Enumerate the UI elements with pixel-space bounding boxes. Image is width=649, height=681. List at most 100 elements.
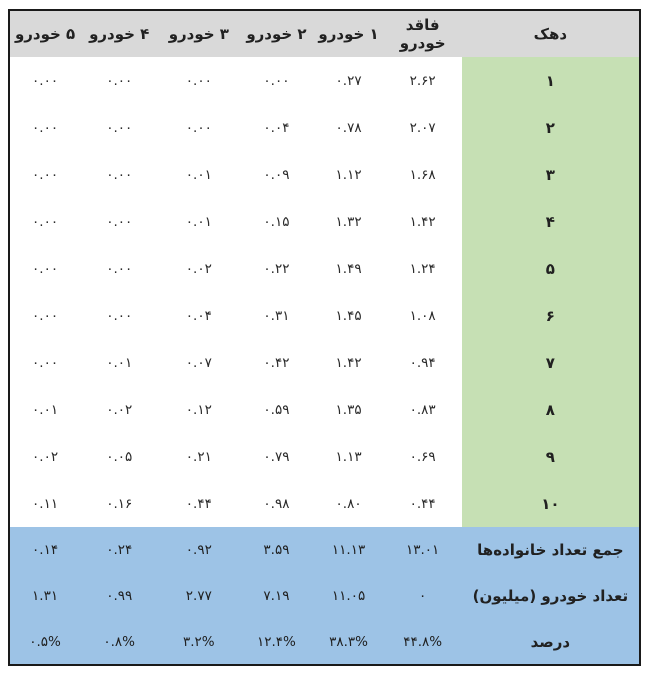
value-cell: ۰.۰۰ [32,72,59,89]
value-cell: ۱.۴۲ [335,354,362,371]
value-cell: ۰.۳۱ [263,307,290,324]
value-cell: ۰.۴۴ [185,495,212,512]
table-row-decile-۹: ۹ ۰.۶۹ ۱.۱۳ ۰.۷۹ ۰.۲۱ ۰.۰۵ ۰.۰۲ [9,433,640,480]
value-cell: ۰.۰۰ [106,307,133,324]
value-cell: ۰.۰۰ [32,166,59,183]
decile-cell: ۹ [461,433,640,480]
value-cell: ۰.۲۲ [263,260,290,277]
decile-cell: ۶ [461,292,640,339]
value-cell: ۱.۶۸ [409,166,436,183]
value-cell: ۰.۰۰ [32,119,59,136]
table-row-decile-۳: ۳ ۱.۶۸ ۱.۱۲ ۰.۰۹ ۰.۰۱ ۰.۰۰ ۰.۰۰ [9,151,640,198]
summary-row: درصد ۴۴.۸% ۳۸.۳% ۱۲.۴% ۳.۲% ۰.۸% ۰.۵% [9,619,640,665]
value-cell: ۱.۰۸ [409,307,436,324]
value-cell: ۲.۶۲ [409,72,436,89]
summary-value-cell: ۲.۷۷ [185,588,212,604]
summary-value-cell: ۰.۹۲ [185,542,212,558]
value-cell: ۱.۳۵ [335,401,362,418]
value-cell: ۱.۱۳ [335,448,362,465]
value-cell: ۰.۰۴ [185,307,212,324]
value-cell: ۰.۷۹ [263,448,290,465]
table-row-decile-۵: ۵ ۱.۲۴ ۱.۴۹ ۰.۲۲ ۰.۰۲ ۰.۰۰ ۰.۰۰ [9,245,640,292]
value-cell: ۰.۰۴ [263,119,290,136]
summary-value-cell: ۷.۱۹ [263,588,290,604]
value-cell: ۰.۰۰ [32,213,59,230]
table-row-decile-۱: ۱ ۲.۶۲ ۰.۲۷ ۰.۰۰ ۰.۰۰ ۰.۰۰ ۰.۰۰ [9,57,640,104]
value-cell: ۱.۴۵ [335,307,362,324]
value-cell: ۰.۰۰ [106,166,133,183]
value-cell: ۰.۲۷ [335,72,362,89]
value-cell: ۱.۲۴ [409,260,436,277]
value-cell: ۰.۹۸ [263,495,290,512]
value-cell: ۰.۹۴ [409,354,436,371]
value-cell: ۰.۰۲ [185,260,212,277]
decile-cell: ۱۰ [461,480,640,527]
column-header-five-cars: ۵ خودرو [14,25,76,43]
summary-value-cell: ۱۱.۰۵ [331,588,366,604]
summary-value-cell: ۳.۲% [183,633,215,650]
value-cell: ۱.۴۹ [335,260,362,277]
summary-value-cell: ۰.۹۹ [106,588,133,604]
value-cell: ۰.۰۰ [32,260,59,277]
column-header-decile: دهک [533,25,568,43]
summary-value-cell: ۰.۸% [103,633,136,650]
table-row-decile-۶: ۶ ۱.۰۸ ۱.۴۵ ۰.۳۱ ۰.۰۴ ۰.۰۰ ۰.۰۰ [9,292,640,339]
header-row: دهک فاقد خودرو ۱ خودرو ۲ خودرو ۳ خودرو ۴ خودر… [9,10,640,57]
summary-value-cell: ۱۲.۴% [257,633,296,650]
value-cell: ۰.۴۲ [263,354,290,371]
value-cell: ۰.۰۱ [106,354,133,371]
value-cell: ۰.۰۰ [32,307,59,324]
decile-cell: ۱ [461,57,640,104]
value-cell: ۰.۰۰ [106,72,133,89]
value-cell: ۰.۲۱ [185,448,212,465]
value-cell: ۰.۰۰ [106,119,133,136]
value-cell: ۱.۳۲ [335,213,362,230]
decile-cell: ۲ [461,104,640,151]
value-cell: ۰.۷۸ [335,119,362,136]
summary-value-cell: ۰.۱۴ [32,542,59,558]
value-cell: ۰.۸۳ [409,401,436,418]
summary-value-cell: ۰ [419,588,427,604]
column-header-three-cars: ۳ خودرو [168,25,229,43]
value-cell: ۰.۰۱ [185,213,212,230]
summary-label-cell: تعداد خودرو (میلیون) [461,573,640,619]
summary-row: تعداد خودرو (میلیون) ۰ ۱۱.۰۵ ۷.۱۹ ۲.۷۷ ۰.۹۹ ۱.… [9,573,640,619]
column-header-four-cars: ۴ خودرو [89,25,150,43]
value-cell: ۰.۰۰ [106,260,133,277]
decile-cell: ۸ [461,386,640,433]
summary-label-cell: جمع تعداد خانواده‌ها [461,527,640,573]
value-cell: ۱.۴۲ [409,213,436,230]
value-cell: ۰.۰۷ [185,354,212,371]
decile-cell: ۵ [461,245,640,292]
table-header: دهک فاقد خودرو ۱ خودرو ۲ خودرو ۳ خودرو ۴ خودر… [9,10,640,57]
car-ownership-by-decile-table: دهک فاقد خودرو ۱ خودرو ۲ خودرو ۳ خودرو ۴ خودر… [8,9,641,666]
value-cell: ۰.۰۰ [185,72,212,89]
value-cell: ۰.۱۵ [263,213,290,230]
value-cell: ۰.۰۵ [106,448,133,465]
column-header-one-car: ۱ خودرو [318,25,379,43]
value-cell: ۰.۰۱ [185,166,212,183]
summary-label-cell: درصد [461,619,640,665]
summary-value-cell: ۱.۳۱ [32,588,59,604]
value-cell: ۰.۸۰ [335,495,362,512]
decile-cell: ۳ [461,151,640,198]
value-cell: ۰.۰۱ [32,401,59,418]
summary-row: جمع تعداد خانواده‌ها ۱۳.۰۱ ۱۱.۱۳ ۳.۵۹ ۰.۹۲ ۰.… [9,527,640,573]
summary-value-cell: ۳۸.۳% [329,633,368,650]
table-row-decile-۲: ۲ ۲.۰۷ ۰.۷۸ ۰.۰۴ ۰.۰۰ ۰.۰۰ ۰.۰۰ [9,104,640,151]
value-cell: ۰.۵۹ [263,401,290,418]
value-cell: ۰.۱۶ [106,495,133,512]
value-cell: ۰.۱۲ [185,401,212,418]
value-cell: ۱.۱۲ [335,166,362,183]
value-cell: ۰.۰۹ [263,166,290,183]
table-row-decile-۱۰: ۱۰ ۰.۴۴ ۰.۸۰ ۰.۹۸ ۰.۴۴ ۰.۱۶ ۰.۱۱ [9,480,640,527]
summary-value-cell: ۱۱.۱۳ [331,542,366,558]
value-cell: ۰.۰۰ [185,119,212,136]
summary-value-cell: ۰.۲۴ [106,542,133,558]
column-header-two-cars: ۲ خودرو [246,25,307,43]
summary-value-cell: ۱۳.۰۱ [406,542,440,558]
decile-cell: ۴ [461,198,640,245]
summary-value-cell: ۴۴.۸% [403,633,443,650]
value-cell: ۰.۴۴ [409,495,436,512]
